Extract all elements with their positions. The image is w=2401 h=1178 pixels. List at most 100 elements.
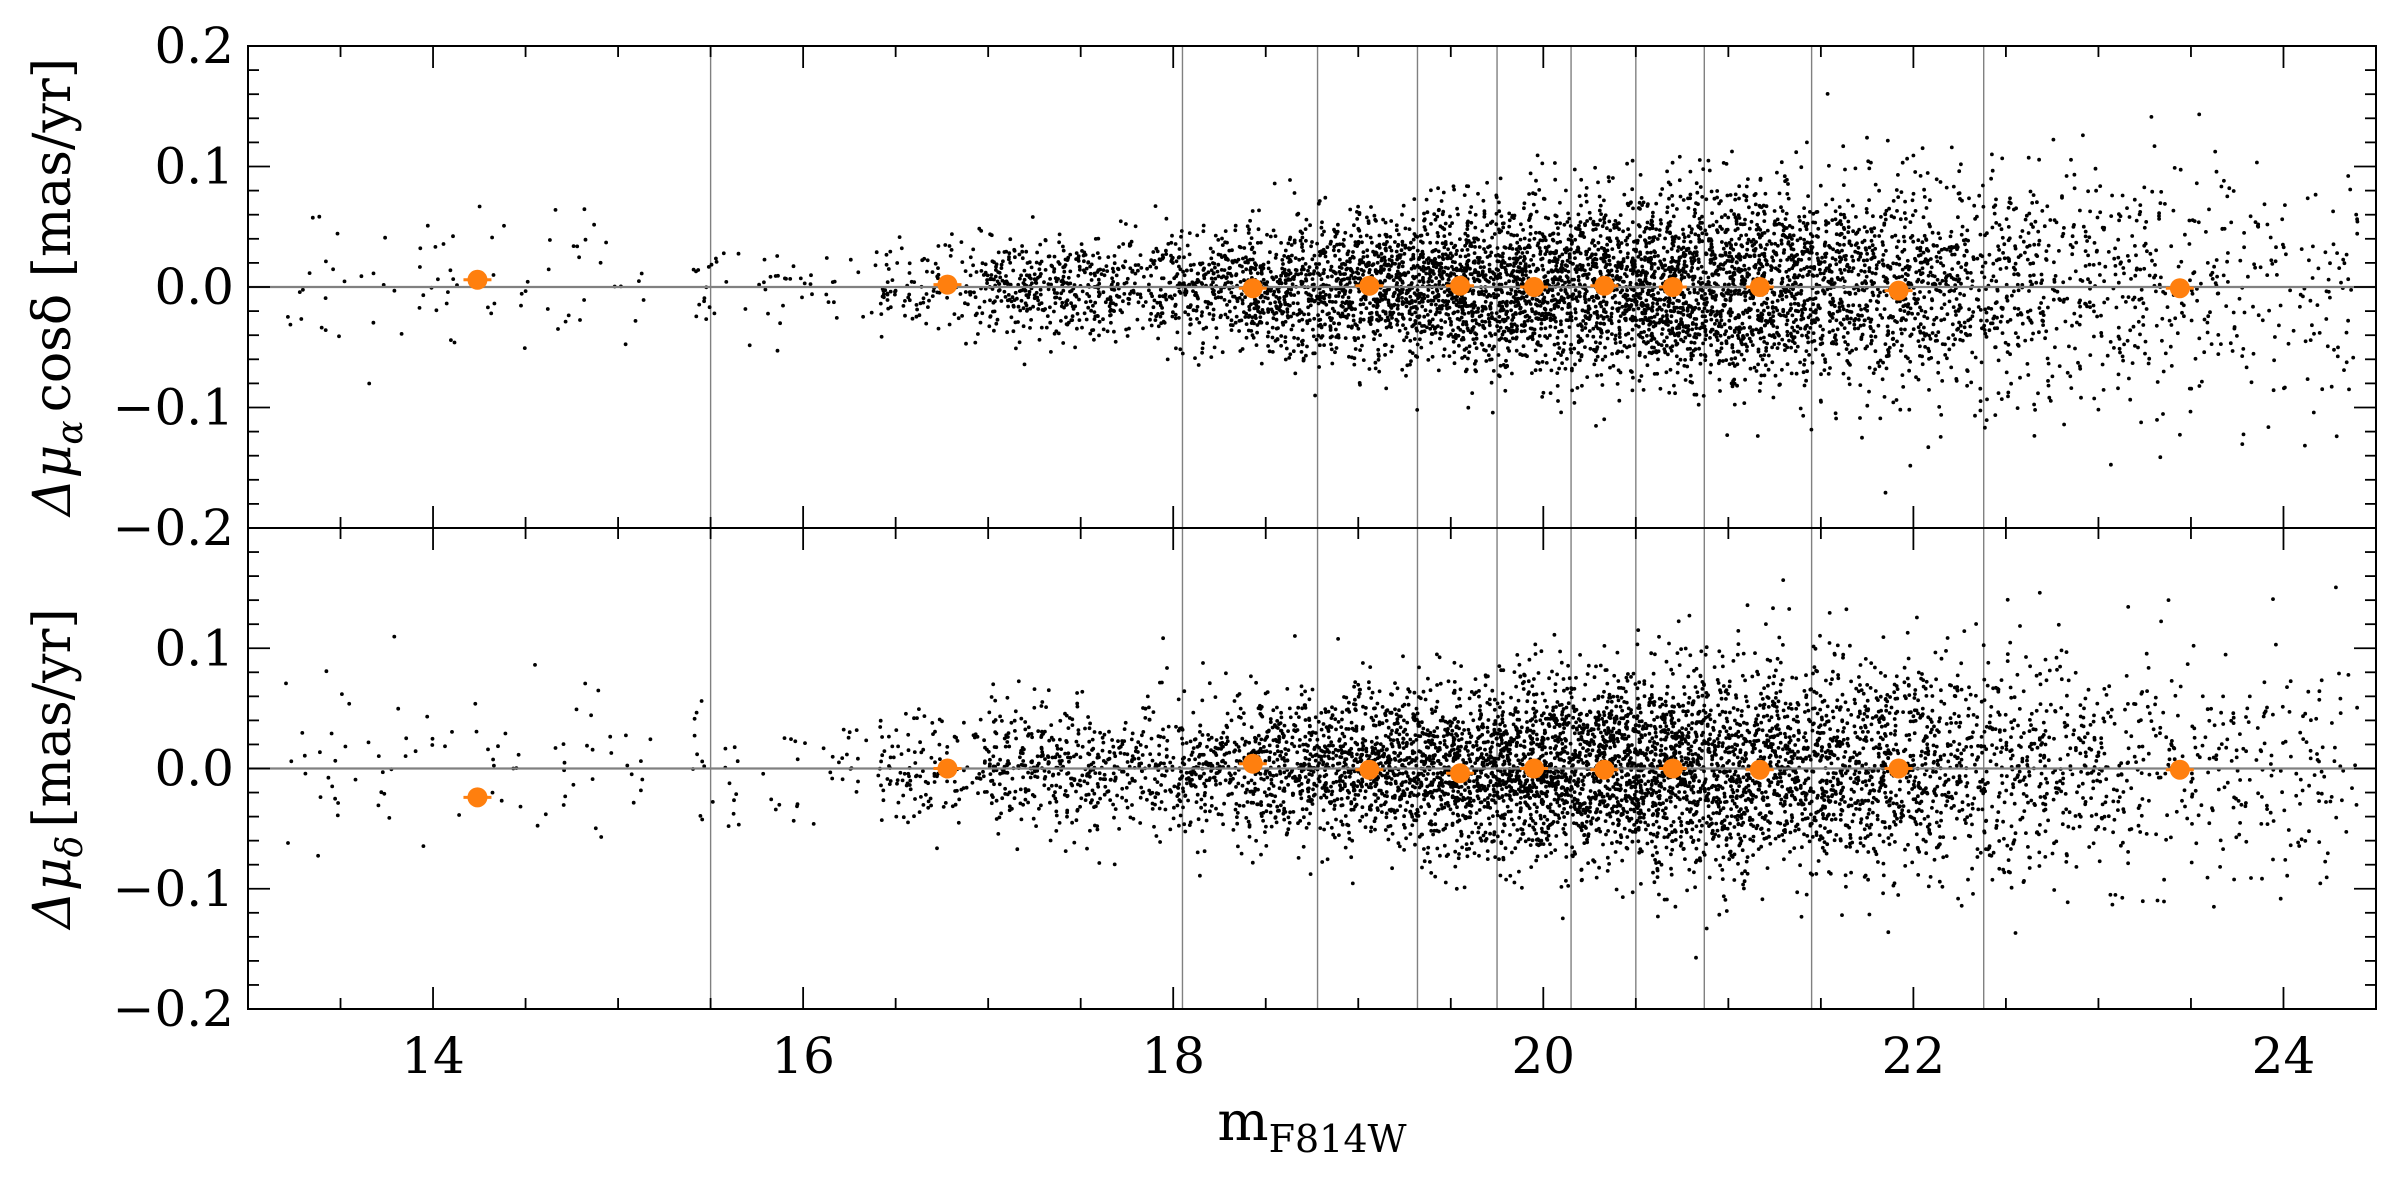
star-point [2156, 380, 2160, 384]
star-point [1359, 235, 1363, 239]
star-point [1442, 234, 1446, 238]
star-point [1577, 267, 1581, 271]
star-point [1936, 371, 1940, 375]
star-point [1416, 288, 1420, 292]
star-point [1783, 174, 1787, 178]
star-point [1595, 374, 1599, 378]
star-point [2164, 352, 2168, 356]
star-point [1448, 224, 1452, 228]
star-point [1577, 275, 1581, 279]
star-point [2035, 200, 2039, 204]
star-point [1389, 325, 1393, 329]
star-point [998, 288, 1002, 292]
star-point [1713, 313, 1717, 317]
star-point [2189, 410, 2193, 414]
star-point [1819, 260, 1823, 264]
star-point [1437, 255, 1441, 259]
star-point [1358, 348, 1362, 352]
star-point [1743, 298, 1747, 302]
star-point [1580, 324, 1584, 328]
star-point [1644, 299, 1648, 303]
star-point [1197, 363, 1201, 367]
star-point [2094, 189, 2098, 193]
star-point [1708, 224, 1712, 228]
star-point [2292, 329, 2296, 333]
star-point [1955, 297, 1959, 301]
star-point [1637, 325, 1641, 329]
star-point [1174, 242, 1178, 246]
star-point [2114, 273, 2118, 277]
star-point [1745, 185, 1749, 189]
star-point [2135, 268, 2139, 272]
star-point [1805, 265, 1809, 269]
star-point [1824, 219, 1828, 223]
star-point [502, 224, 506, 228]
star-point [1651, 239, 1655, 243]
star-point [1494, 194, 1498, 198]
star-point [2327, 278, 2331, 282]
star-point [1806, 222, 1810, 226]
star-point [1542, 275, 1546, 279]
star-point [1413, 337, 1417, 341]
star-point [2225, 260, 2229, 264]
star-point [2041, 319, 2045, 323]
star-point [520, 292, 524, 296]
star-point [1862, 259, 1866, 263]
star-point [1920, 280, 1924, 284]
star-point [2159, 201, 2163, 205]
star-point [1651, 288, 1655, 292]
star-point [888, 250, 892, 254]
star-point [1497, 228, 1501, 232]
star-point [1420, 330, 1424, 334]
star-point [2078, 209, 2082, 213]
star-point [1454, 333, 1458, 337]
star-point [1011, 269, 1015, 273]
star-point [991, 259, 995, 263]
star-point [1993, 345, 1997, 349]
star-point [1240, 292, 1244, 296]
star-point [1333, 235, 1337, 239]
star-point [1543, 307, 1547, 311]
star-point [1669, 183, 1673, 187]
star-point [1427, 256, 1431, 260]
star-point [1062, 249, 1066, 253]
star-point [1870, 230, 1874, 234]
star-point [453, 341, 457, 345]
star-point [1693, 393, 1697, 397]
star-point [1124, 222, 1128, 226]
star-point [1615, 288, 1619, 292]
star-point [1468, 344, 1472, 348]
star-point [1702, 302, 1706, 306]
star-point [1541, 268, 1545, 272]
star-point [1038, 274, 1042, 278]
star-point [1946, 312, 1950, 316]
star-point [1997, 248, 2001, 252]
star-point [1662, 339, 1666, 343]
star-point [1714, 298, 1718, 302]
star-point [2003, 256, 2007, 260]
star-point [1474, 213, 1478, 217]
star-point [1235, 272, 1239, 276]
star-point [1183, 310, 1187, 314]
star-point [1484, 289, 1488, 293]
star-point [1528, 270, 1532, 274]
star-point [1412, 197, 1416, 201]
star-point [1665, 210, 1669, 214]
star-point [1525, 251, 1529, 255]
star-point [1758, 389, 1762, 393]
star-point [1631, 328, 1635, 332]
star-point [1283, 298, 1287, 302]
star-point [1265, 321, 1269, 325]
star-point [1854, 347, 1858, 351]
star-point [1473, 245, 1477, 249]
star-point [1214, 234, 1218, 238]
star-point [2312, 332, 2316, 336]
star-point [1529, 225, 1533, 229]
star-point [1681, 308, 1685, 312]
star-point [1404, 297, 1408, 301]
star-point [1193, 356, 1197, 360]
star-point [1489, 251, 1493, 255]
star-point [2018, 376, 2022, 380]
star-point [1927, 290, 1931, 294]
star-point [2000, 227, 2004, 231]
